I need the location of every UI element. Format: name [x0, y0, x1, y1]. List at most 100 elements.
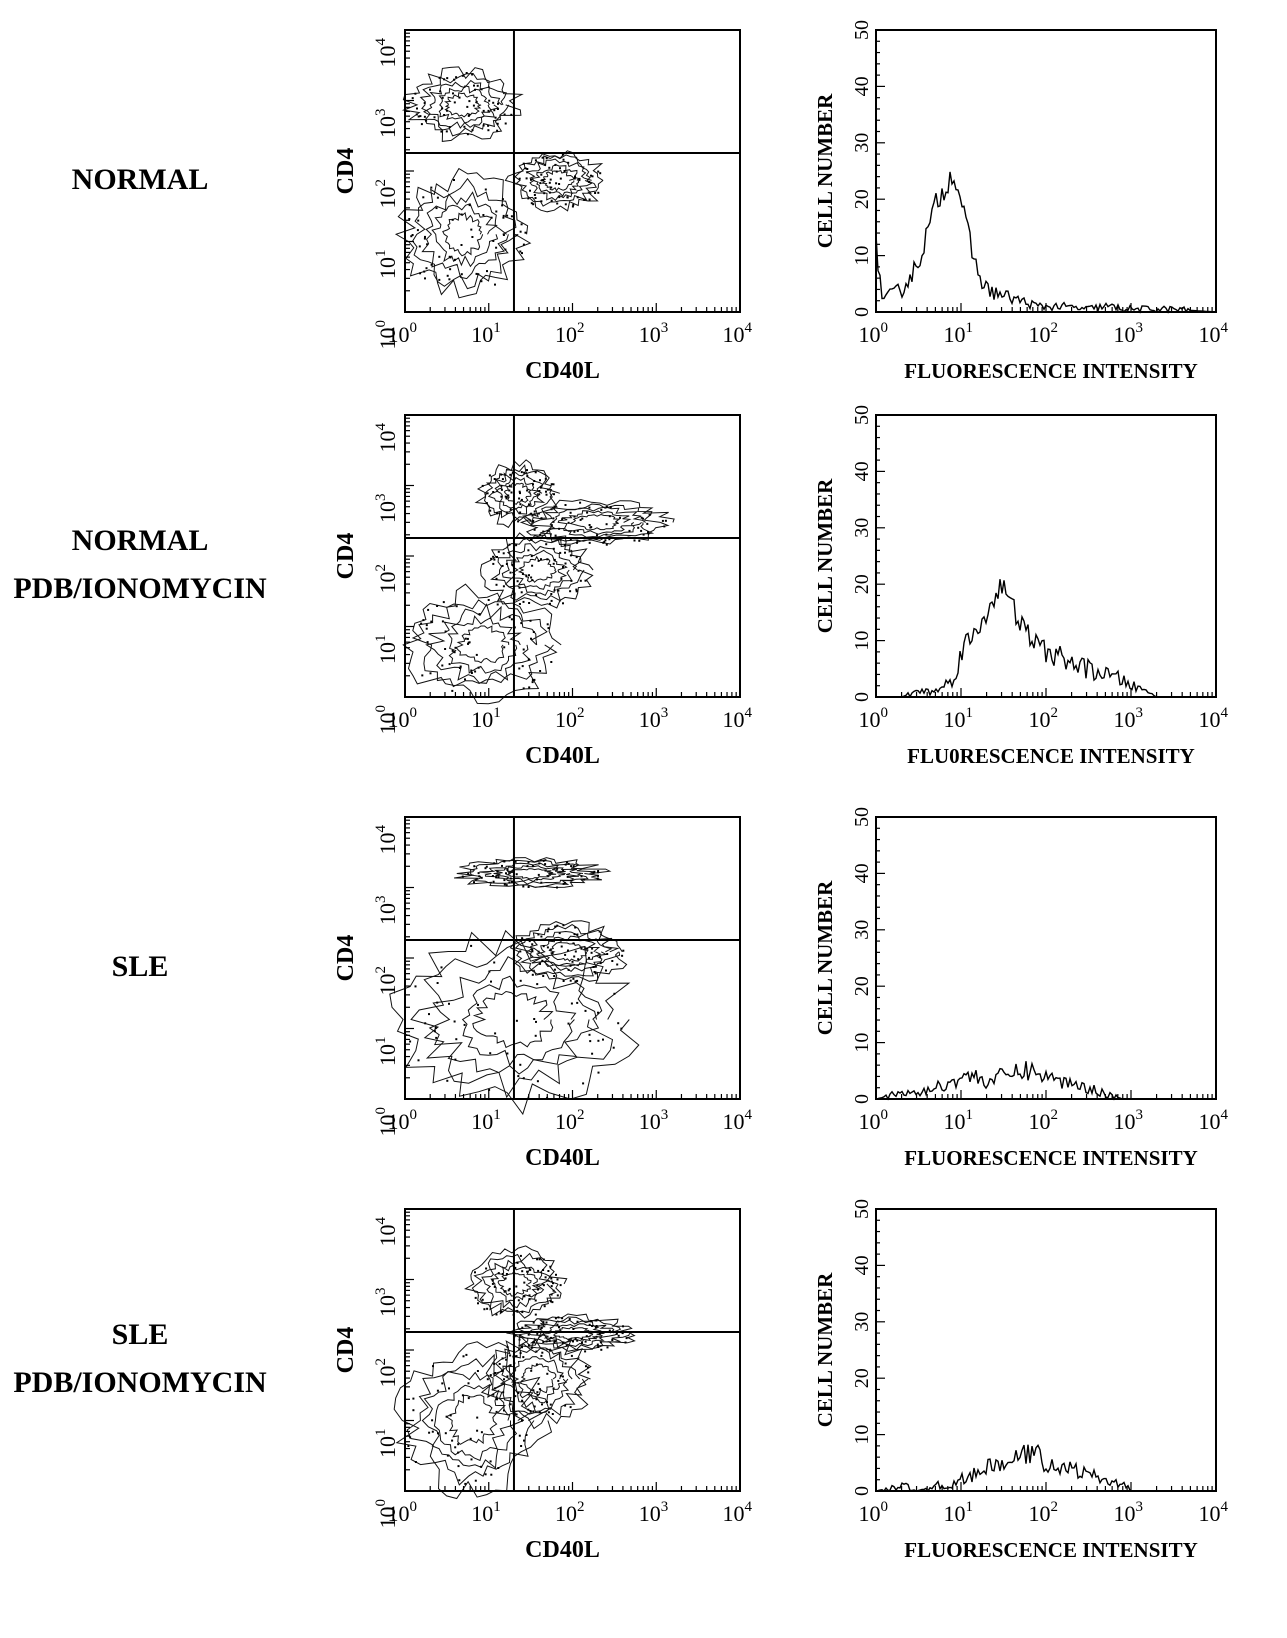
event-dot	[494, 1032, 497, 1035]
event-dot	[564, 1404, 567, 1407]
event-dot	[467, 1397, 470, 1400]
event-dot	[535, 1398, 538, 1401]
hist-y-axis-title: CELL NUMBER	[813, 93, 837, 248]
event-dot	[462, 1355, 465, 1358]
event-dot	[619, 516, 621, 519]
tick-base: 10	[375, 974, 400, 996]
tick-base: 10	[723, 1109, 745, 1134]
event-dot	[583, 198, 586, 201]
event-dot	[527, 197, 530, 200]
tick-exponent: 1	[373, 250, 389, 258]
x-tick-label-text: 102	[555, 705, 585, 732]
event-dot	[550, 661, 553, 663]
x-tick-label: 103	[639, 1107, 669, 1134]
tick-exponent: 3	[661, 705, 669, 721]
event-dot	[569, 511, 572, 514]
event-dot	[587, 1371, 590, 1374]
cell-population	[504, 150, 604, 213]
event-dot	[553, 558, 556, 561]
y-tick-label-text: 104	[373, 423, 400, 453]
x-tick-label: 104	[723, 1499, 753, 1526]
event-dot	[485, 502, 488, 505]
event-dot	[605, 533, 608, 536]
event-dot	[495, 577, 498, 580]
event-dot	[534, 159, 537, 162]
hist-y-tick-label: 40	[851, 76, 873, 96]
event-dot	[545, 157, 548, 160]
event-dot	[570, 879, 573, 882]
hist-x-tick-label-text: 102	[1029, 1499, 1059, 1526]
event-dot	[448, 278, 451, 281]
hist-y-tick-text: 0	[851, 1094, 873, 1104]
event-dot	[576, 196, 579, 199]
event-dot	[492, 880, 495, 883]
hist-x-tick-label: 104	[1199, 320, 1229, 347]
event-dot	[569, 979, 572, 982]
event-dot	[536, 1080, 539, 1083]
contour-line	[531, 164, 580, 197]
event-dot	[538, 1258, 541, 1261]
event-dot	[508, 484, 511, 487]
hist-y-tick-label: 0	[851, 692, 873, 702]
event-dot	[470, 228, 473, 231]
hist-y-tick-label: 50	[851, 807, 873, 827]
tick-base: 10	[1029, 707, 1051, 732]
event-dot	[573, 933, 576, 936]
event-dot	[492, 1393, 495, 1396]
event-dot	[526, 168, 529, 170]
x-tick-label-text: 102	[555, 1107, 585, 1134]
x-axis-title: CD40L	[525, 1537, 600, 1563]
event-dot	[591, 1052, 594, 1055]
tick-base: 10	[859, 1109, 881, 1134]
event-dot	[564, 953, 567, 956]
event-dot	[545, 1321, 548, 1324]
event-dot	[529, 1268, 532, 1271]
hist-y-axis-title: CELL NUMBER	[813, 880, 837, 1035]
event-dot	[608, 515, 611, 518]
event-dot	[569, 554, 572, 557]
event-dot	[436, 982, 439, 984]
event-dot	[540, 1326, 543, 1329]
event-dot	[493, 558, 496, 561]
tick-exponent: 1	[493, 1499, 501, 1515]
event-dot	[460, 273, 463, 276]
event-dot	[494, 116, 497, 119]
histogram-trace	[875, 1061, 1216, 1101]
tick-exponent: 2	[1051, 1499, 1059, 1515]
event-dot	[542, 1321, 545, 1324]
event-dot	[572, 203, 575, 206]
y-tick-label-text: 100	[373, 1499, 400, 1529]
event-dot	[547, 627, 550, 630]
event-dot	[584, 579, 587, 582]
event-dot	[486, 1307, 489, 1310]
y-tick-label-text: 101	[373, 1429, 400, 1459]
event-dot	[589, 526, 592, 529]
event-dot	[497, 550, 500, 553]
event-dot	[582, 1082, 585, 1085]
event-dot	[486, 270, 488, 273]
event-dot	[495, 583, 498, 586]
event-dot	[557, 589, 560, 592]
event-dot	[477, 1302, 479, 1305]
tick-exponent: 3	[373, 896, 389, 904]
event-dot	[594, 965, 597, 968]
event-dot	[496, 129, 499, 132]
event-dot	[521, 252, 523, 255]
tick-exponent: 1	[966, 1499, 974, 1515]
tick-base: 10	[859, 1501, 881, 1526]
tick-base: 10	[375, 1507, 400, 1529]
event-dot	[417, 115, 420, 118]
event-dot	[436, 1001, 439, 1004]
event-dot	[521, 937, 524, 940]
tick-base: 10	[375, 257, 400, 279]
event-dot	[496, 122, 499, 125]
event-dot	[564, 203, 567, 206]
y-axis-title-group: CD4	[333, 1327, 359, 1374]
event-dot	[553, 589, 556, 592]
x-tick-label-text: 103	[639, 320, 669, 347]
event-dot	[409, 1436, 412, 1439]
event-dot	[409, 1040, 412, 1043]
event-dot	[528, 1294, 531, 1297]
event-dot	[433, 116, 436, 119]
